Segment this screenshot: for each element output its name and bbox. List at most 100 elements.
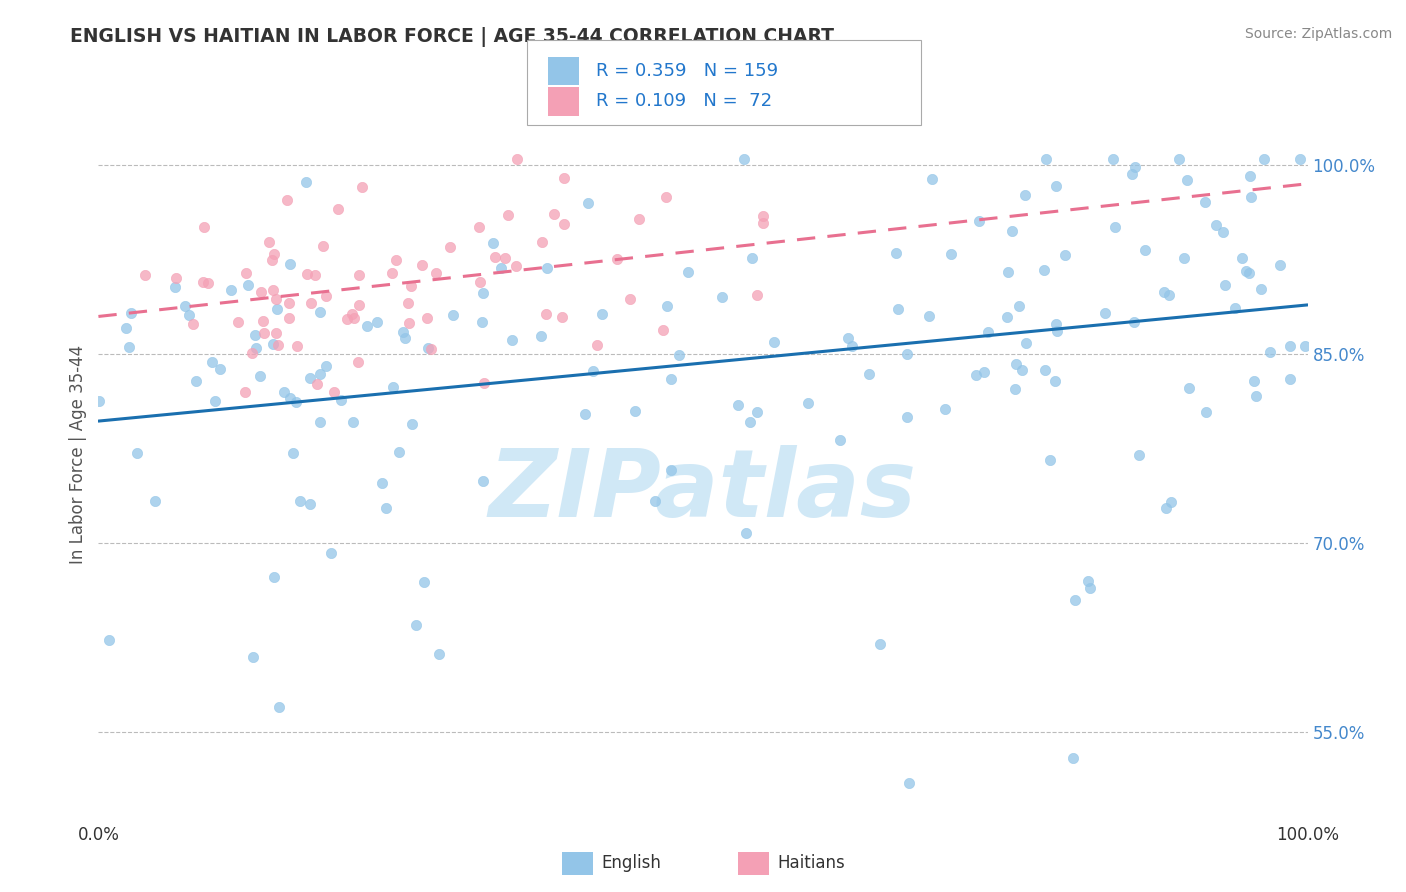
Point [1289, 152, 1312, 166]
Point [382, 380, 405, 394]
Point [489, 260, 512, 275]
Text: Source: ZipAtlas.com: Source: ZipAtlas.com [1244, 27, 1392, 41]
Point [627, 211, 650, 226]
Point [1156, 501, 1178, 516]
Text: ZIPatlas: ZIPatlas [489, 445, 917, 538]
Point [1278, 339, 1301, 353]
Point [392, 326, 415, 340]
Point [530, 328, 553, 343]
Point [727, 398, 749, 412]
Point [240, 346, 263, 360]
Point [399, 278, 422, 293]
Point [644, 494, 666, 508]
Point [309, 305, 332, 319]
Point [896, 409, 918, 424]
Point [134, 268, 156, 282]
Point [243, 328, 266, 343]
Point [1001, 224, 1024, 238]
Point [299, 295, 322, 310]
Point [797, 396, 820, 410]
Point [997, 264, 1019, 278]
Point [1205, 218, 1227, 232]
Point [1225, 301, 1247, 315]
Point [471, 315, 494, 329]
Point [342, 307, 364, 321]
Point [967, 214, 990, 228]
Point [576, 196, 599, 211]
Point [468, 275, 491, 289]
Point [741, 252, 763, 266]
Point [553, 217, 575, 231]
Point [1014, 188, 1036, 202]
Point [352, 180, 374, 194]
Point [308, 367, 330, 381]
Point [921, 172, 943, 186]
Point [118, 340, 141, 354]
Point [165, 271, 187, 285]
Point [263, 283, 285, 297]
Point [1015, 336, 1038, 351]
Point [278, 391, 301, 405]
Point [711, 290, 734, 304]
Point [319, 546, 342, 560]
Point [278, 258, 301, 272]
Point [236, 277, 259, 292]
Point [418, 342, 440, 356]
Point [181, 317, 204, 331]
Point [997, 310, 1019, 325]
Point [184, 374, 207, 388]
Point [264, 326, 287, 340]
Point [606, 252, 628, 267]
Point [309, 415, 332, 429]
Point [1035, 152, 1057, 166]
Point [1157, 288, 1180, 302]
Point [1121, 167, 1143, 181]
Point [347, 355, 370, 369]
Point [259, 235, 281, 250]
Point [1234, 264, 1257, 278]
Point [1253, 152, 1275, 166]
Point [752, 209, 775, 223]
Point [263, 570, 285, 584]
Point [505, 260, 527, 274]
Point [659, 463, 682, 477]
Point [1175, 172, 1198, 186]
Point [193, 275, 215, 289]
Point [738, 415, 761, 429]
Point [278, 296, 301, 310]
Point [472, 285, 495, 300]
Point [1102, 152, 1125, 166]
Point [1004, 382, 1026, 396]
Point [582, 364, 605, 378]
Point [1033, 262, 1056, 277]
Point [253, 326, 276, 340]
Point [343, 311, 366, 326]
Point [1128, 448, 1150, 462]
Point [250, 285, 273, 299]
Point [412, 575, 434, 590]
Point [1043, 374, 1066, 388]
Point [264, 292, 287, 306]
Point [484, 250, 506, 264]
Point [837, 331, 859, 345]
Point [285, 395, 308, 409]
Point [1250, 282, 1272, 296]
Point [531, 235, 554, 249]
Point [1268, 258, 1291, 272]
Point [1123, 161, 1146, 175]
Point [396, 295, 419, 310]
Point [290, 494, 312, 508]
Point [1239, 169, 1261, 183]
Point [209, 362, 232, 376]
Text: ENGLISH VS HAITIAN IN LABOR FORCE | AGE 35-44 CORRELATION CHART: ENGLISH VS HAITIAN IN LABOR FORCE | AGE … [70, 27, 834, 46]
Point [869, 637, 891, 651]
Text: English: English [602, 855, 662, 872]
Point [242, 649, 264, 664]
Point [267, 700, 290, 714]
Point [1153, 285, 1175, 299]
Point [398, 316, 420, 330]
Point [235, 266, 257, 280]
Text: R = 0.359   N = 159: R = 0.359 N = 159 [596, 62, 779, 80]
Point [655, 190, 678, 204]
Point [1160, 495, 1182, 509]
